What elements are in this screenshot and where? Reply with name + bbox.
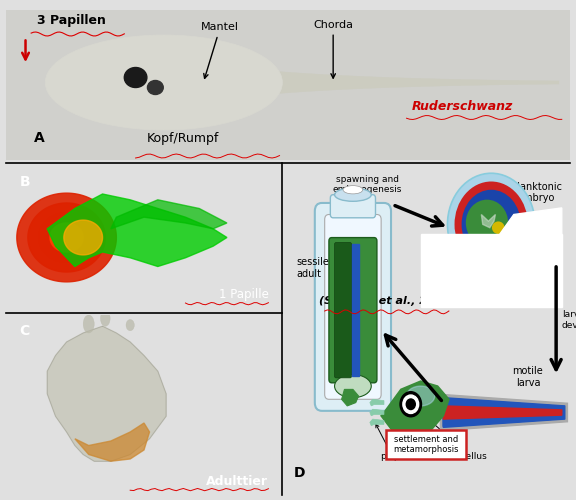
Ellipse shape — [466, 200, 508, 246]
Polygon shape — [444, 398, 564, 428]
Ellipse shape — [407, 386, 435, 406]
Ellipse shape — [46, 35, 282, 130]
Circle shape — [461, 190, 521, 259]
Text: D: D — [294, 466, 305, 480]
Ellipse shape — [83, 315, 94, 333]
Text: sessile
adult: sessile adult — [297, 258, 329, 279]
Ellipse shape — [492, 222, 505, 234]
Polygon shape — [370, 400, 384, 406]
Text: 1 Papille: 1 Papille — [218, 288, 268, 302]
Polygon shape — [500, 208, 562, 234]
FancyBboxPatch shape — [325, 214, 381, 400]
Polygon shape — [370, 409, 384, 416]
Text: C: C — [20, 324, 30, 338]
Ellipse shape — [335, 374, 372, 398]
Bar — [351, 244, 358, 376]
Circle shape — [124, 68, 147, 87]
Polygon shape — [260, 70, 559, 95]
Polygon shape — [342, 390, 358, 406]
Polygon shape — [441, 394, 567, 430]
Text: motile
larva: motile larva — [513, 366, 543, 388]
Text: larval
development: larval development — [562, 310, 576, 330]
Ellipse shape — [126, 320, 134, 331]
Polygon shape — [64, 220, 103, 255]
Text: Chorda: Chorda — [313, 20, 353, 78]
Text: palps: palps — [376, 424, 404, 461]
Text: Mantel: Mantel — [201, 22, 239, 78]
Text: ocellus: ocellus — [414, 407, 487, 461]
Text: (Shimeld et al., 2005): (Shimeld et al., 2005) — [319, 296, 455, 306]
Circle shape — [448, 174, 535, 276]
FancyBboxPatch shape — [335, 242, 351, 378]
Polygon shape — [381, 381, 449, 437]
Text: Ruderschwanz: Ruderschwanz — [412, 100, 513, 113]
Ellipse shape — [100, 310, 110, 326]
Polygon shape — [17, 193, 116, 282]
Polygon shape — [444, 398, 564, 426]
Polygon shape — [47, 194, 227, 266]
Polygon shape — [28, 203, 105, 272]
Text: Adulttier: Adulttier — [206, 475, 268, 488]
Text: spawning and
embryogenesis: spawning and embryogenesis — [332, 175, 401, 195]
Text: B: B — [20, 175, 30, 189]
FancyBboxPatch shape — [329, 238, 377, 383]
Polygon shape — [75, 423, 150, 461]
Polygon shape — [420, 234, 562, 307]
FancyBboxPatch shape — [386, 430, 467, 460]
Polygon shape — [39, 213, 94, 262]
FancyBboxPatch shape — [315, 203, 391, 411]
Circle shape — [147, 80, 163, 94]
Circle shape — [406, 399, 415, 409]
Text: planktonic
embryo: planktonic embryo — [511, 182, 562, 203]
Circle shape — [400, 392, 422, 417]
Text: Kopf/Rumpf: Kopf/Rumpf — [147, 132, 219, 145]
Text: A: A — [34, 131, 45, 145]
Circle shape — [454, 182, 528, 268]
Text: otolith: otolith — [420, 419, 455, 461]
Polygon shape — [111, 200, 227, 229]
Circle shape — [403, 395, 419, 413]
Text: 3 Papillen: 3 Papillen — [37, 14, 105, 27]
Ellipse shape — [335, 188, 372, 202]
Polygon shape — [370, 419, 384, 426]
Polygon shape — [50, 223, 83, 252]
Text: settlement and
metamorphosis: settlement and metamorphosis — [393, 435, 459, 454]
Polygon shape — [444, 406, 562, 419]
FancyBboxPatch shape — [331, 194, 376, 218]
Ellipse shape — [343, 186, 363, 194]
Polygon shape — [482, 214, 495, 228]
Polygon shape — [47, 326, 166, 461]
